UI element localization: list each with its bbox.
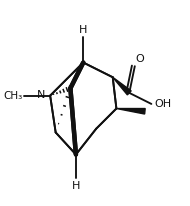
Text: CH₃: CH₃ [3,91,23,101]
Text: H: H [79,25,87,35]
Text: O: O [136,54,144,64]
Text: H: H [72,181,80,191]
Polygon shape [116,109,145,114]
Text: N: N [37,90,46,100]
Polygon shape [113,77,131,95]
Text: OH: OH [154,99,171,109]
